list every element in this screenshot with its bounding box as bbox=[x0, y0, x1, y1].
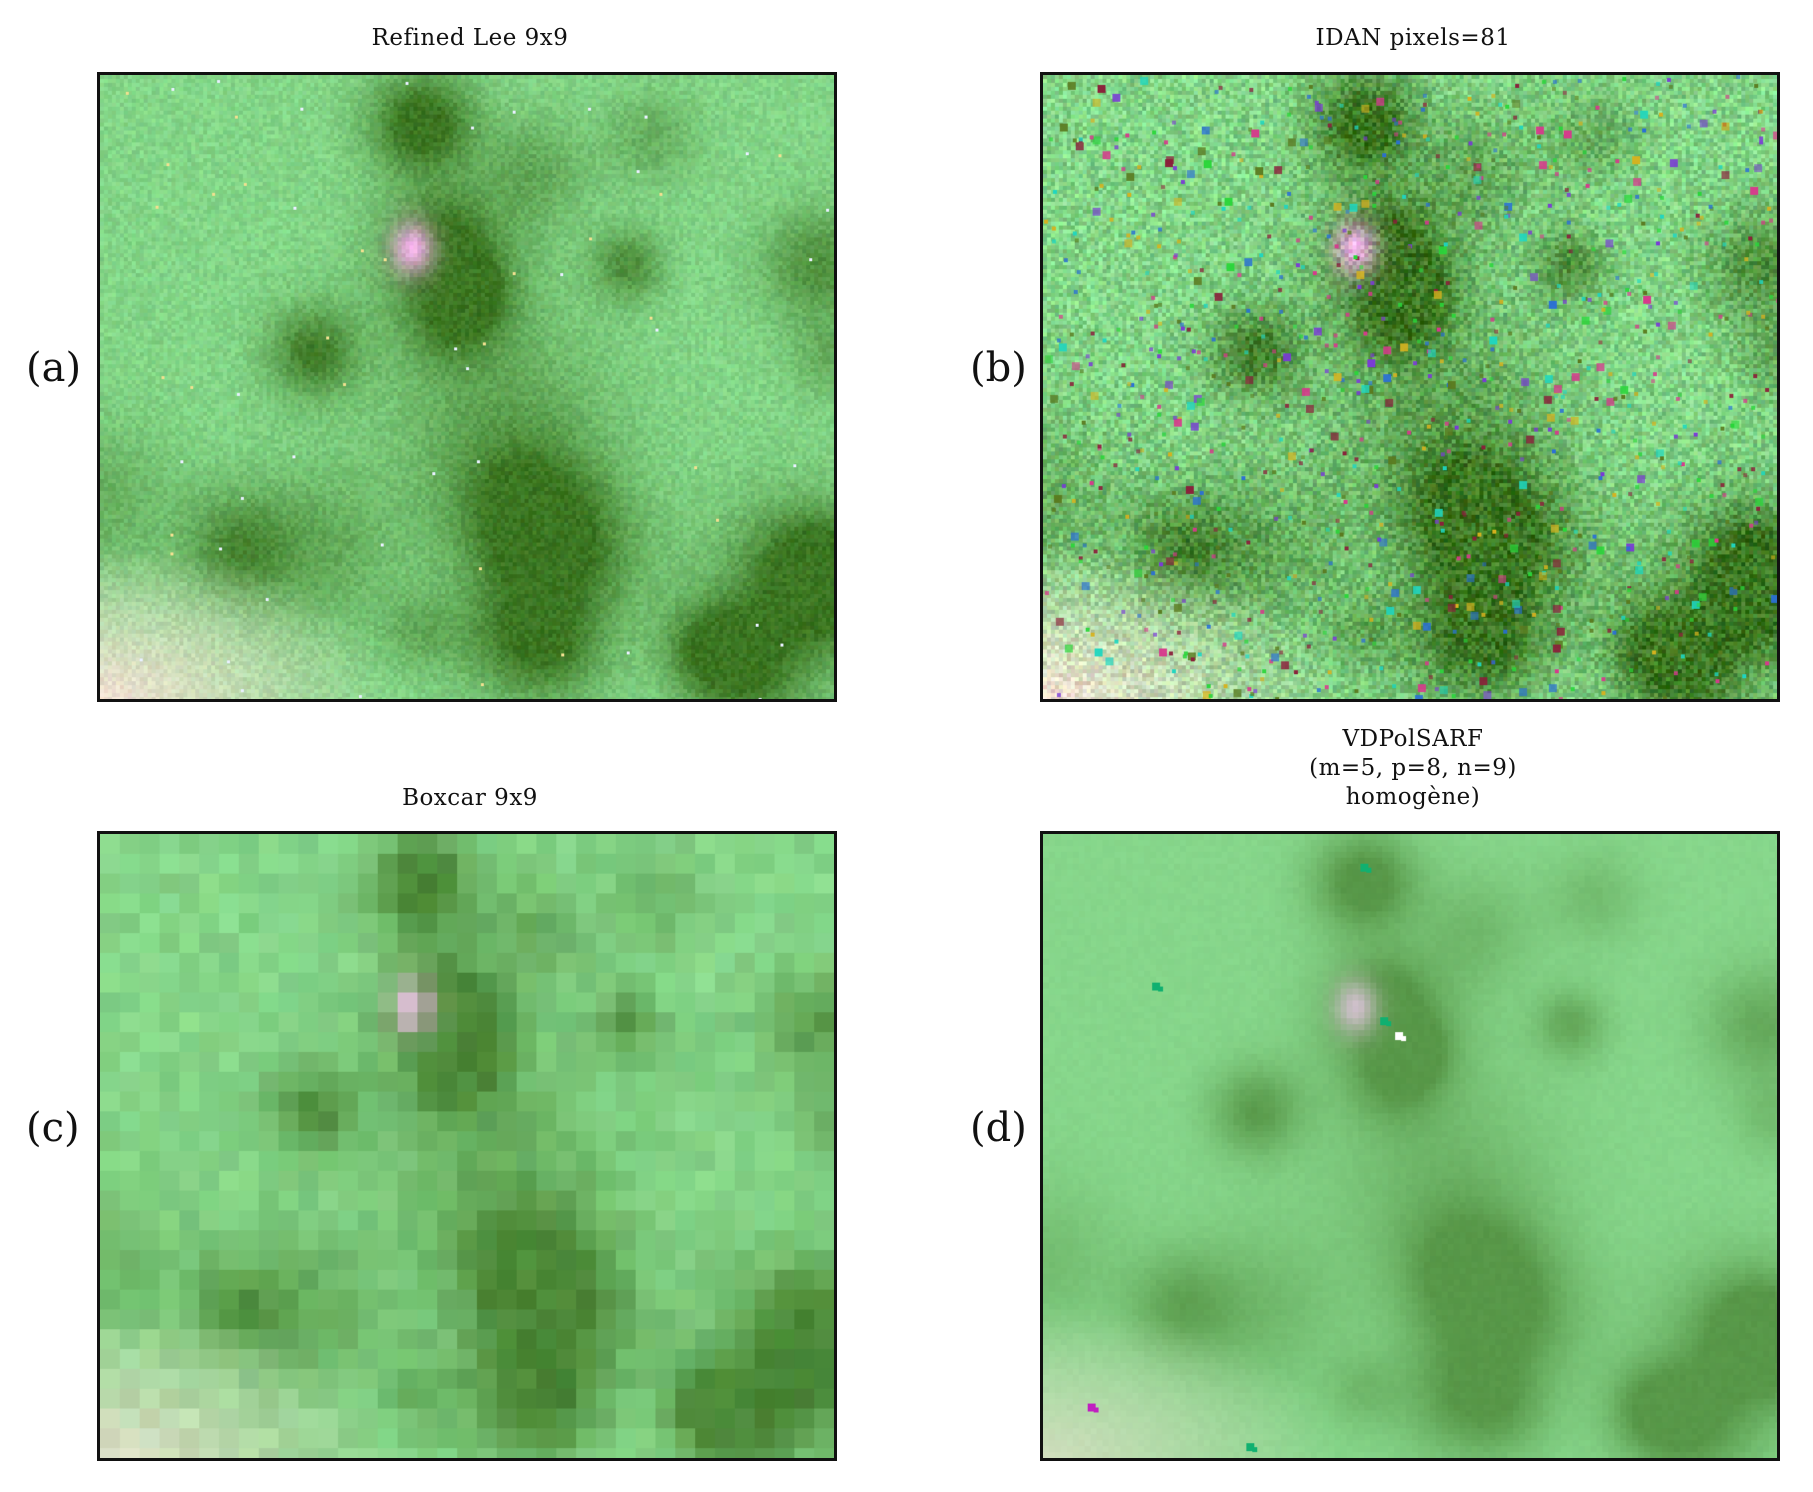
panel-a-image bbox=[97, 72, 837, 702]
panel-a-label: (a) bbox=[26, 345, 82, 391]
panel-d-title-line-2: (m=5, p=8, n=9) bbox=[1309, 755, 1517, 781]
panel-a-title: Refined Lee 9x9 bbox=[100, 24, 840, 53]
panel-b-title-line-1: IDAN pixels=81 bbox=[1315, 25, 1511, 51]
panel-d-title: VDPolSARF (m=5, p=8, n=9) homogène) bbox=[1043, 725, 1783, 812]
panel-c-title-line-1: Boxcar 9x9 bbox=[402, 785, 538, 811]
panel-b-title: IDAN pixels=81 bbox=[1043, 24, 1783, 53]
panel-b-image bbox=[1040, 72, 1780, 702]
panel-b-sar-image bbox=[1043, 75, 1777, 699]
panel-b-label: (b) bbox=[970, 345, 1027, 391]
panel-d-title-line-1: VDPolSARF bbox=[1342, 726, 1484, 752]
panel-d-label: (d) bbox=[970, 1105, 1027, 1151]
panel-a-title-line-1: Refined Lee 9x9 bbox=[371, 25, 569, 51]
panel-c-sar-image bbox=[100, 834, 834, 1458]
panel-c-label: (c) bbox=[26, 1105, 80, 1151]
panel-d-sar-image bbox=[1043, 834, 1777, 1458]
panel-c-image bbox=[97, 831, 837, 1461]
panel-d-image bbox=[1040, 831, 1780, 1461]
panel-a-sar-image bbox=[100, 75, 834, 699]
panel-c-title: Boxcar 9x9 bbox=[100, 784, 840, 813]
panel-d-title-line-3: homogène) bbox=[1345, 784, 1481, 810]
